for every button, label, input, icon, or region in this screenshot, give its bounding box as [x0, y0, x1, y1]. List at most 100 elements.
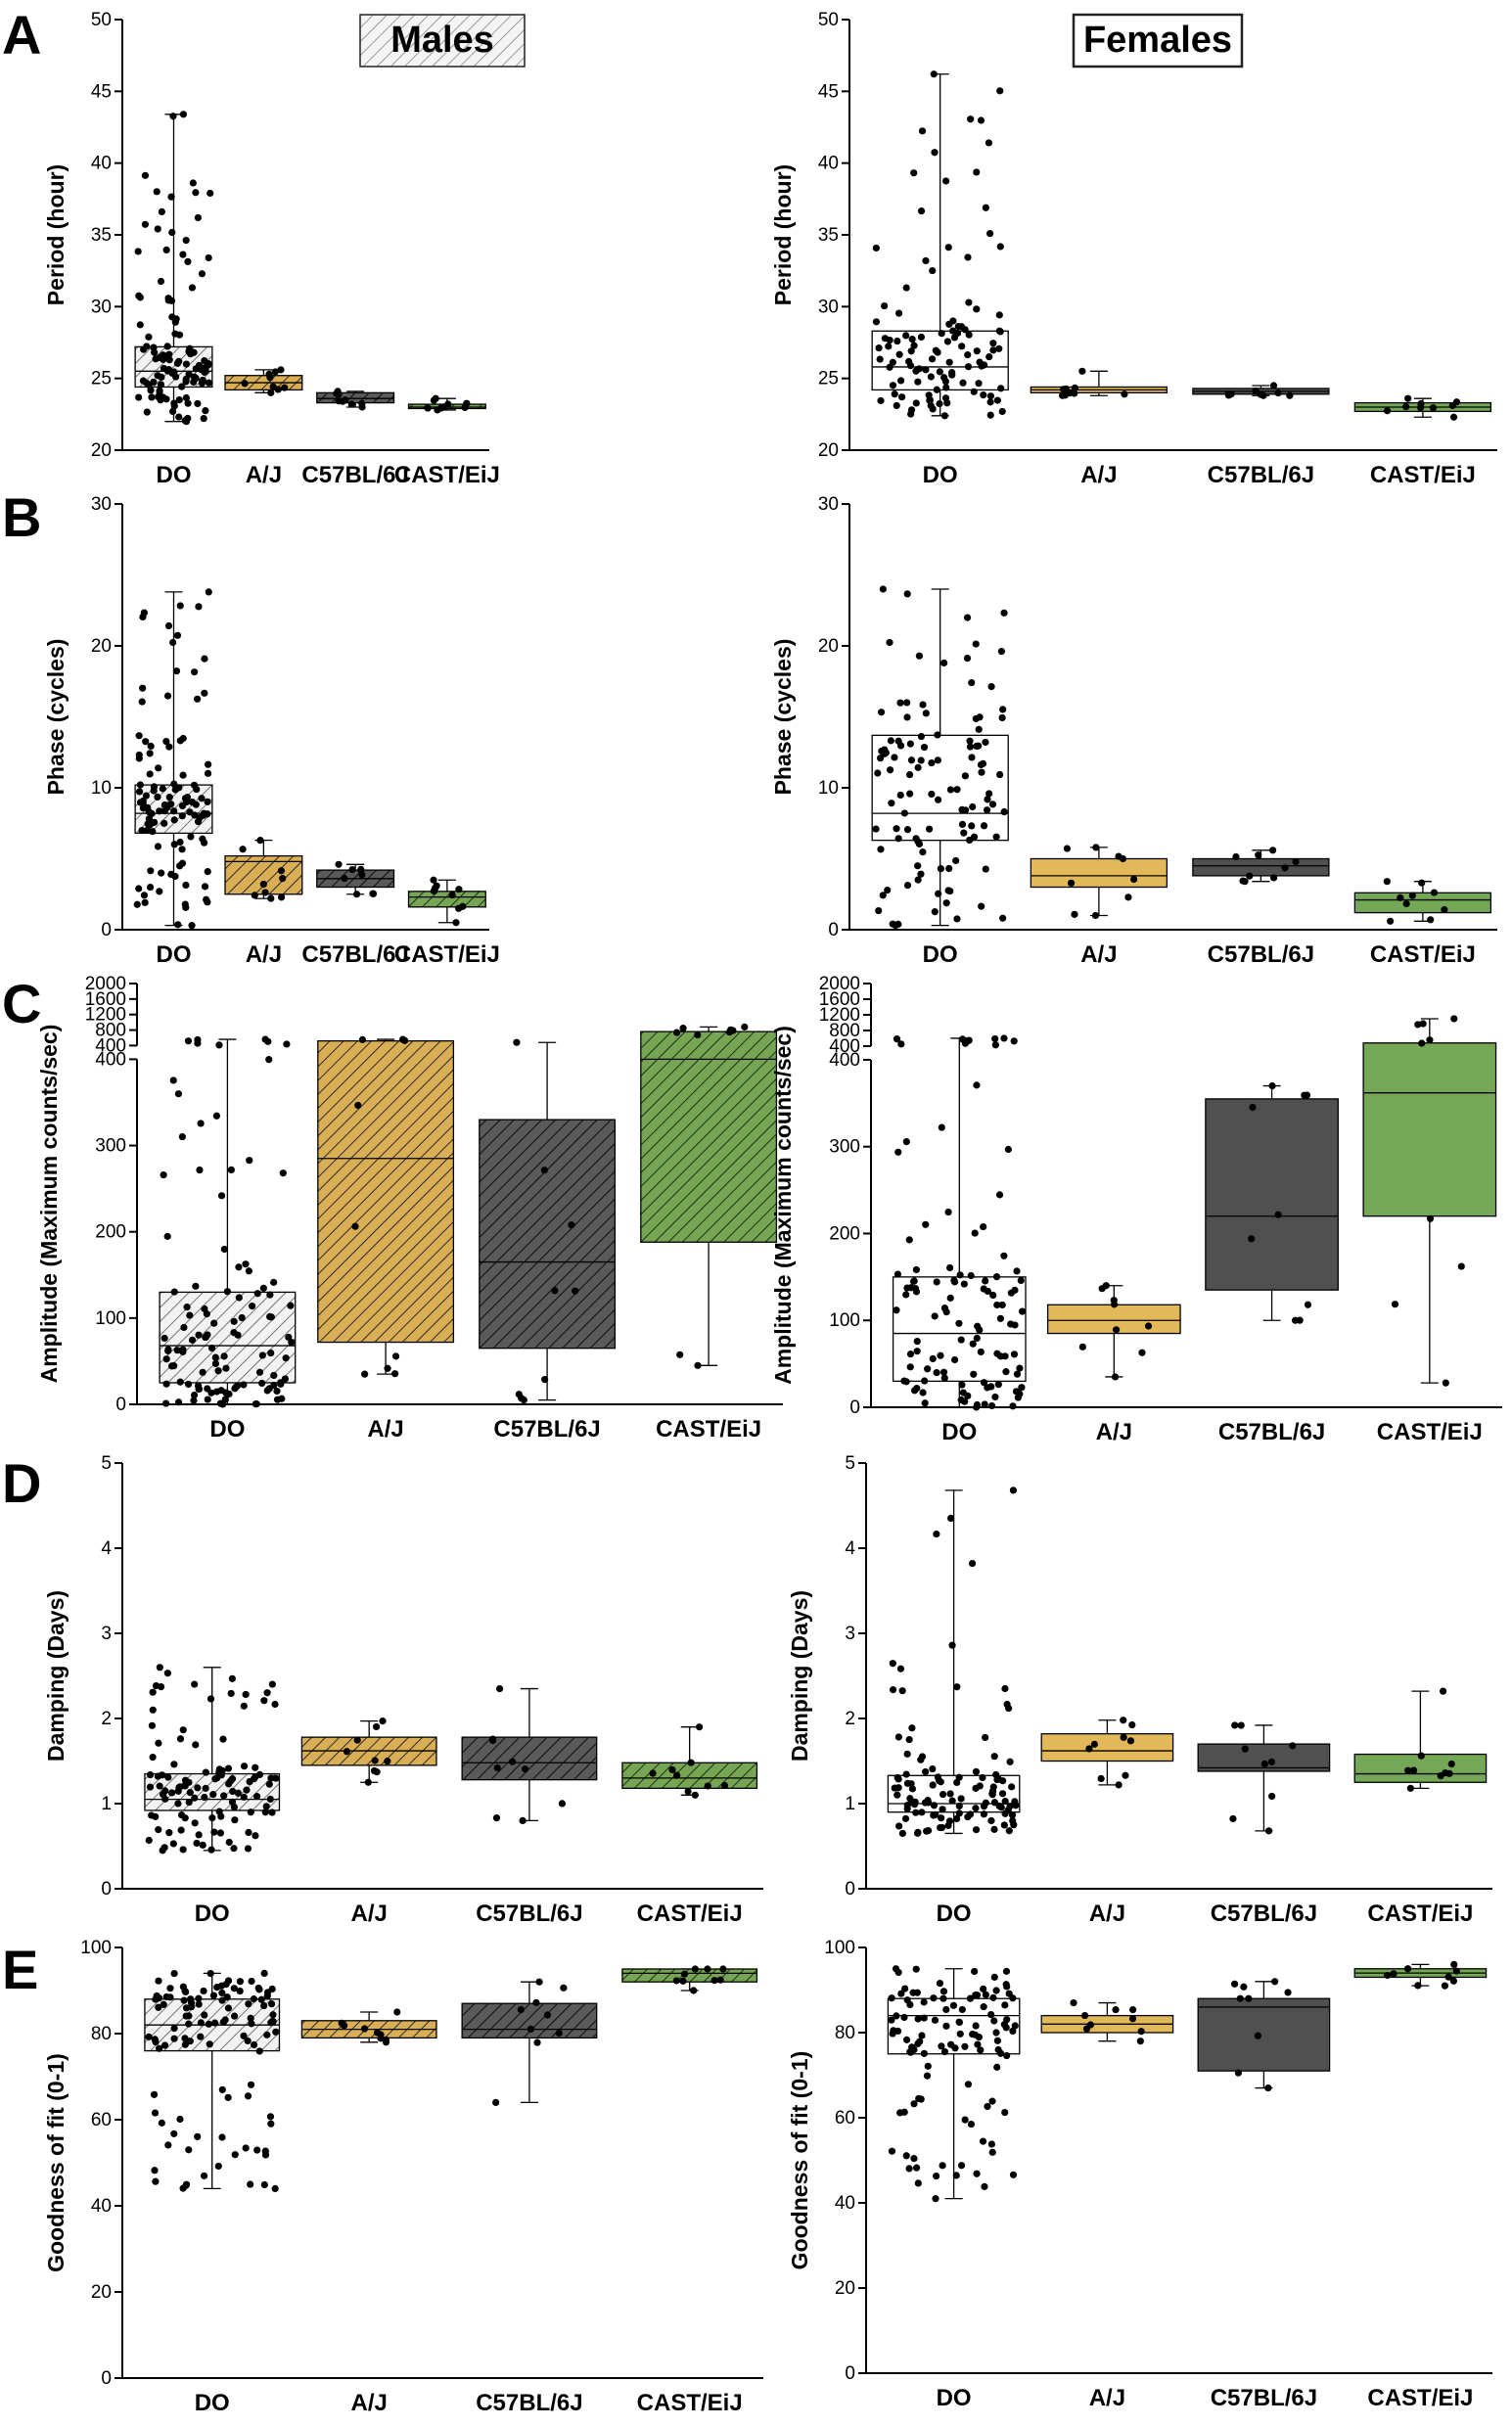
data-point: [922, 1220, 930, 1228]
data-point: [1000, 1821, 1008, 1829]
y-tick-label: 50: [818, 10, 839, 30]
data-point: [934, 348, 941, 356]
data-point: [244, 2037, 252, 2045]
data-point: [228, 1775, 237, 1783]
data-point: [957, 1336, 965, 1344]
data-point: [983, 806, 991, 814]
data-point: [178, 846, 186, 853]
data-point: [927, 373, 935, 381]
data-point: [191, 1819, 199, 1827]
data-point: [996, 2049, 1005, 2057]
y-tick-label: 3: [101, 1624, 112, 1644]
data-point: [168, 228, 176, 237]
data-point: [1003, 2051, 1011, 2060]
box-c57bl-6j: [461, 1978, 598, 2106]
box-iqr: [479, 1119, 617, 1350]
data-point: [690, 1987, 698, 1994]
data-point: [256, 837, 264, 845]
data-point: [157, 277, 165, 286]
data-point: [217, 1771, 225, 1779]
data-point: [261, 889, 269, 896]
data-point: [190, 373, 199, 381]
data-point: [175, 395, 183, 404]
data-point: [1269, 874, 1278, 882]
x-tick-label: A/J: [246, 941, 282, 968]
data-point: [930, 70, 938, 78]
data-point: [915, 2094, 923, 2103]
y-tick-label: 30: [818, 297, 839, 317]
data-point: [174, 1800, 182, 1808]
data-point: [218, 2133, 226, 2141]
data-point: [202, 407, 209, 415]
data-point: [997, 1804, 1005, 1811]
box-c57bl-6j: [1192, 382, 1330, 399]
data-point: [1011, 1286, 1019, 1294]
data-point: [1126, 1737, 1135, 1745]
data-point: [887, 737, 894, 745]
data-point: [891, 754, 898, 761]
data-point: [167, 1789, 176, 1797]
data-point: [993, 396, 1001, 404]
data-point: [990, 1753, 998, 1761]
data-point: [277, 893, 286, 901]
data-point: [992, 1987, 1000, 1994]
y-axis-label: Phase (cycles): [43, 639, 69, 796]
data-point: [931, 1312, 939, 1320]
data-point: [912, 399, 920, 407]
data-point: [282, 1354, 290, 1362]
data-point: [165, 1829, 173, 1837]
data-point: [903, 1805, 911, 1812]
data-point: [335, 860, 343, 868]
data-point: [273, 1387, 281, 1396]
data-point: [982, 865, 989, 873]
x-tick-label: C57BL/6J: [1208, 462, 1314, 488]
data-point: [914, 763, 922, 771]
data-point: [1000, 1252, 1008, 1259]
data-point: [179, 111, 188, 118]
y-tick-label: 3: [845, 1624, 855, 1644]
data-point: [886, 766, 894, 774]
y-tick-label: 1200: [819, 1005, 860, 1026]
x-tick-label: A/J: [1096, 1419, 1132, 1445]
data-point: [987, 683, 995, 691]
data-point: [218, 1989, 226, 1997]
y-tick-label: 0: [845, 2363, 855, 2384]
data-point: [224, 2093, 232, 2101]
data-point: [154, 843, 162, 850]
data-point: [989, 340, 997, 347]
data-point: [990, 1799, 999, 1807]
data-point: [985, 790, 993, 798]
data-point: [921, 1799, 930, 1807]
data-point: [568, 1221, 575, 1229]
data-point: [996, 1314, 1004, 1322]
data-point: [166, 1985, 174, 1992]
data-point: [888, 1994, 895, 2002]
data-point: [151, 2109, 160, 2117]
y-tick-label: 0: [101, 1879, 112, 1900]
data-point: [354, 1101, 362, 1110]
data-point: [672, 1771, 681, 1779]
y-tick-label: 5: [101, 1453, 112, 1474]
data-point: [261, 2151, 270, 2159]
data-point: [920, 2049, 928, 2057]
data-point: [193, 1839, 201, 1848]
data-point: [265, 1780, 273, 1788]
data-point: [1237, 1721, 1245, 1729]
data-point: [541, 1375, 549, 1384]
data-point: [1442, 1768, 1449, 1777]
data-point: [982, 1277, 989, 1285]
data-point: [1018, 1307, 1027, 1315]
data-point: [169, 407, 177, 415]
data-point: [936, 368, 943, 376]
data-point: [215, 1808, 223, 1815]
data-point: [952, 2172, 960, 2179]
data-point: [201, 883, 209, 891]
data-point: [205, 359, 212, 368]
y-axis-label: Goodness of fit (0-1): [787, 2051, 812, 2270]
data-point: [268, 1680, 276, 1688]
data-point: [267, 1313, 275, 1321]
x-tick-label: DO: [937, 2385, 972, 2411]
data-point: [972, 2022, 980, 2030]
data-point: [164, 621, 173, 630]
data-point: [171, 318, 179, 326]
